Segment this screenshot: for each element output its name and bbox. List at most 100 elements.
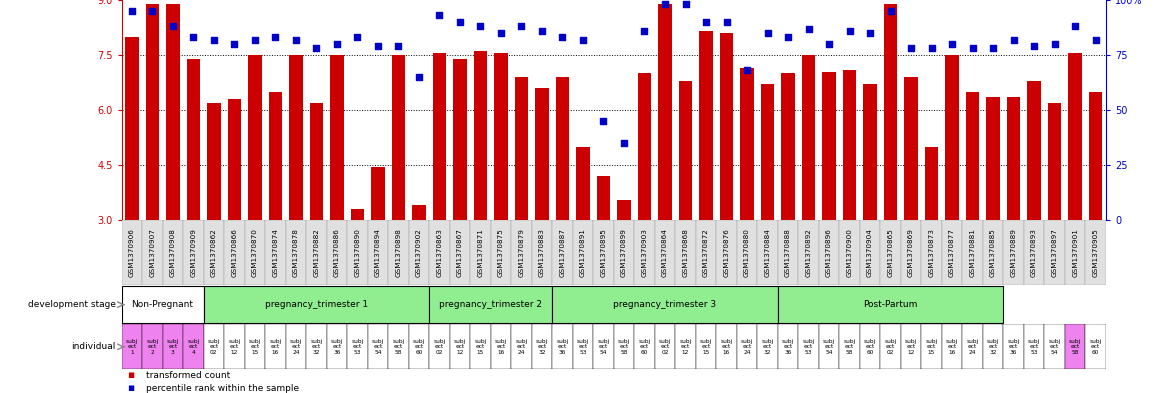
Bar bbox=[798, 324, 819, 369]
Text: GSM1370907: GSM1370907 bbox=[149, 228, 155, 277]
Bar bbox=[330, 55, 344, 220]
Bar bbox=[696, 220, 717, 285]
Text: subj
ect
60: subj ect 60 bbox=[638, 339, 651, 355]
Bar bbox=[433, 53, 446, 220]
Bar bbox=[122, 324, 142, 369]
Text: GSM1370899: GSM1370899 bbox=[621, 228, 626, 277]
Bar bbox=[470, 324, 491, 369]
Bar bbox=[1085, 324, 1106, 369]
Text: GSM1370902: GSM1370902 bbox=[416, 228, 422, 277]
Bar bbox=[327, 220, 347, 285]
Point bbox=[655, 1, 674, 7]
Text: GSM1370888: GSM1370888 bbox=[785, 228, 791, 277]
Text: subj
ect
4: subj ect 4 bbox=[188, 339, 199, 355]
Point bbox=[245, 37, 264, 43]
Text: subj
ect
36: subj ect 36 bbox=[556, 339, 569, 355]
Bar bbox=[552, 286, 778, 323]
Point bbox=[636, 28, 654, 34]
Text: transformed count: transformed count bbox=[146, 371, 230, 380]
Bar bbox=[717, 324, 736, 369]
Bar bbox=[142, 324, 162, 369]
Bar bbox=[1089, 92, 1102, 220]
Point bbox=[963, 45, 982, 51]
Bar bbox=[593, 324, 614, 369]
Bar bbox=[162, 324, 183, 369]
Text: subj
ect
60: subj ect 60 bbox=[864, 339, 877, 355]
Text: subj
ect
53: subj ect 53 bbox=[351, 339, 364, 355]
Text: GSM1370896: GSM1370896 bbox=[826, 228, 833, 277]
Bar bbox=[532, 220, 552, 285]
Text: GSM1370876: GSM1370876 bbox=[724, 228, 730, 277]
Text: GSM1370891: GSM1370891 bbox=[580, 228, 586, 277]
Point bbox=[1086, 37, 1105, 43]
Point bbox=[554, 34, 572, 40]
Point bbox=[450, 19, 469, 25]
Text: GSM1370905: GSM1370905 bbox=[1093, 228, 1099, 277]
Bar bbox=[987, 97, 999, 220]
Bar bbox=[659, 4, 672, 220]
Point bbox=[717, 19, 735, 25]
Bar bbox=[244, 220, 265, 285]
Text: Post-Partum: Post-Partum bbox=[864, 300, 918, 309]
Text: GSM1370877: GSM1370877 bbox=[950, 228, 955, 277]
Text: subj
ect
54: subj ect 54 bbox=[372, 339, 384, 355]
Point bbox=[512, 23, 530, 29]
Point bbox=[676, 1, 695, 7]
Text: GSM1370863: GSM1370863 bbox=[437, 228, 442, 277]
Bar bbox=[654, 220, 675, 285]
Bar bbox=[388, 220, 409, 285]
Point bbox=[615, 140, 633, 146]
Point bbox=[123, 8, 141, 14]
Text: GSM1370909: GSM1370909 bbox=[190, 228, 197, 277]
Text: GSM1370903: GSM1370903 bbox=[642, 228, 647, 277]
Bar bbox=[532, 324, 552, 369]
Point bbox=[328, 41, 346, 47]
Text: subj
ect
15: subj ect 15 bbox=[249, 339, 261, 355]
Bar bbox=[757, 324, 778, 369]
Text: subj
ect
15: subj ect 15 bbox=[475, 339, 486, 355]
Text: subj
ect
60: subj ect 60 bbox=[1090, 339, 1101, 355]
Bar bbox=[204, 220, 225, 285]
Text: subj
ect
2: subj ect 2 bbox=[146, 339, 159, 355]
Bar bbox=[962, 324, 983, 369]
Point bbox=[779, 34, 798, 40]
Text: subj
ect
32: subj ect 32 bbox=[987, 339, 999, 355]
Bar bbox=[309, 103, 323, 220]
Bar bbox=[391, 55, 405, 220]
Bar bbox=[1024, 220, 1045, 285]
Bar bbox=[347, 324, 367, 369]
Text: GSM1370862: GSM1370862 bbox=[211, 228, 217, 277]
Point bbox=[533, 28, 551, 34]
Bar bbox=[244, 324, 265, 369]
Bar bbox=[1003, 324, 1024, 369]
Bar bbox=[491, 324, 511, 369]
Bar bbox=[552, 220, 573, 285]
Bar bbox=[675, 220, 696, 285]
Bar bbox=[941, 324, 962, 369]
Bar bbox=[430, 324, 449, 369]
Text: GSM1370867: GSM1370867 bbox=[457, 228, 463, 277]
Bar bbox=[430, 220, 449, 285]
Bar bbox=[699, 31, 712, 220]
Bar bbox=[859, 220, 880, 285]
Bar bbox=[248, 55, 262, 220]
Text: GSM1370871: GSM1370871 bbox=[477, 228, 483, 277]
Bar bbox=[286, 324, 306, 369]
Text: subj
ect
54: subj ect 54 bbox=[823, 339, 835, 355]
Bar bbox=[552, 324, 573, 369]
Text: GSM1370894: GSM1370894 bbox=[375, 228, 381, 277]
Text: GSM1370901: GSM1370901 bbox=[1072, 228, 1078, 277]
Bar bbox=[372, 167, 384, 220]
Text: subj
ect
24: subj ect 24 bbox=[967, 339, 979, 355]
Text: GSM1370885: GSM1370885 bbox=[990, 228, 996, 277]
Text: subj
ect
36: subj ect 36 bbox=[782, 339, 794, 355]
Bar bbox=[290, 55, 302, 220]
Bar bbox=[1048, 103, 1061, 220]
Bar bbox=[983, 324, 1003, 369]
Text: GSM1370889: GSM1370889 bbox=[1011, 228, 1017, 277]
Text: subj
ect
16: subj ect 16 bbox=[270, 339, 281, 355]
Text: subj
ect
54: subj ect 54 bbox=[598, 339, 609, 355]
Bar bbox=[367, 220, 388, 285]
Point bbox=[1004, 37, 1023, 43]
Text: GSM1370900: GSM1370900 bbox=[846, 228, 852, 277]
